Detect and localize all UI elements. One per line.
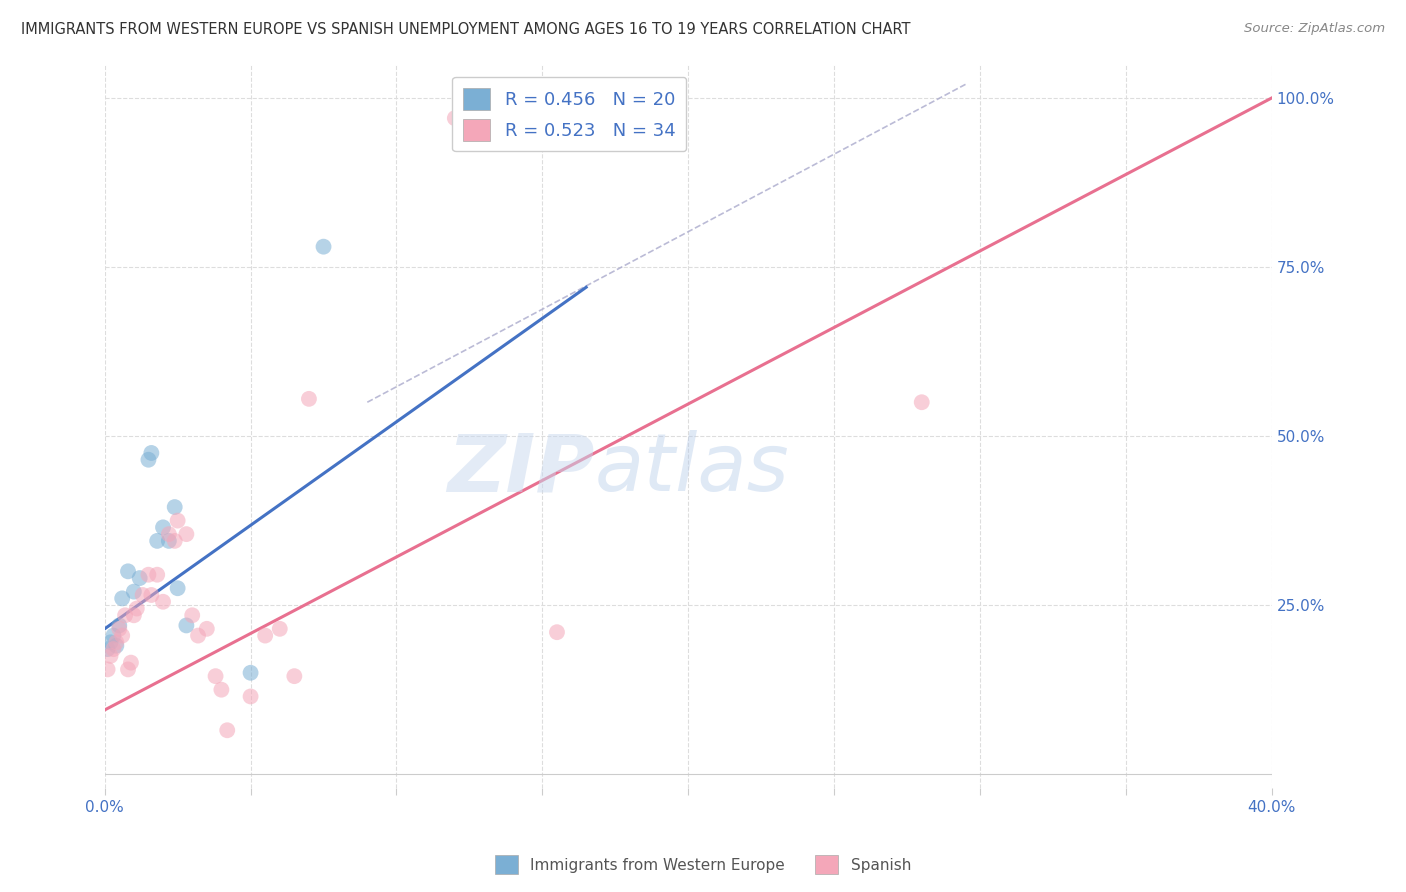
Point: [176, 618, 198, 632]
Point: [176, 527, 198, 541]
Point: [122, 584, 145, 599]
Point: [128, 571, 150, 585]
Point: [111, 591, 134, 606]
Text: atlas: atlas: [595, 430, 790, 508]
Point: [187, 629, 209, 643]
Point: [239, 665, 262, 680]
Point: [163, 500, 186, 514]
Point: [100, 648, 122, 663]
Point: [141, 446, 163, 460]
Legend: R = 0.456   N = 20, R = 0.523   N = 34: R = 0.456 N = 20, R = 0.523 N = 34: [453, 77, 686, 152]
Point: [120, 656, 142, 670]
Point: [157, 533, 180, 548]
Point: [283, 669, 305, 683]
Point: [209, 682, 232, 697]
Point: [103, 642, 125, 657]
Point: [269, 622, 291, 636]
Point: [152, 595, 174, 609]
Point: [561, 111, 583, 125]
Point: [138, 452, 160, 467]
Point: [312, 240, 335, 254]
Text: Source: ZipAtlas.com: Source: ZipAtlas.com: [1244, 22, 1385, 36]
Point: [105, 639, 128, 653]
Point: [157, 527, 180, 541]
Point: [97, 642, 120, 657]
Point: [166, 514, 188, 528]
Text: IMMIGRANTS FROM WESTERN EUROPE VS SPANISH UNEMPLOYMENT AMONG AGES 16 TO 19 YEARS: IMMIGRANTS FROM WESTERN EUROPE VS SPANIS…: [21, 22, 911, 37]
Point: [108, 618, 131, 632]
Point: [117, 564, 139, 578]
Point: [97, 662, 120, 676]
Point: [163, 533, 186, 548]
Point: [125, 601, 148, 615]
Point: [122, 608, 145, 623]
Point: [911, 395, 934, 409]
Point: [152, 520, 174, 534]
Point: [138, 567, 160, 582]
Point: [105, 635, 128, 649]
Legend: Immigrants from Western Europe, Spanish: Immigrants from Western Europe, Spanish: [489, 849, 917, 880]
Point: [108, 622, 131, 636]
Point: [254, 629, 277, 643]
Point: [114, 608, 136, 623]
Text: ZIP: ZIP: [447, 430, 595, 508]
Point: [141, 588, 163, 602]
Point: [181, 608, 204, 623]
Point: [111, 629, 134, 643]
Point: [298, 392, 321, 406]
Point: [146, 567, 169, 582]
Point: [546, 625, 568, 640]
Point: [239, 690, 262, 704]
Point: [131, 588, 153, 602]
Point: [103, 629, 125, 643]
Point: [444, 111, 467, 125]
Point: [195, 622, 218, 636]
Point: [117, 662, 139, 676]
Point: [166, 581, 188, 595]
Point: [100, 635, 122, 649]
Point: [217, 723, 239, 738]
Point: [146, 533, 169, 548]
Point: [204, 669, 226, 683]
